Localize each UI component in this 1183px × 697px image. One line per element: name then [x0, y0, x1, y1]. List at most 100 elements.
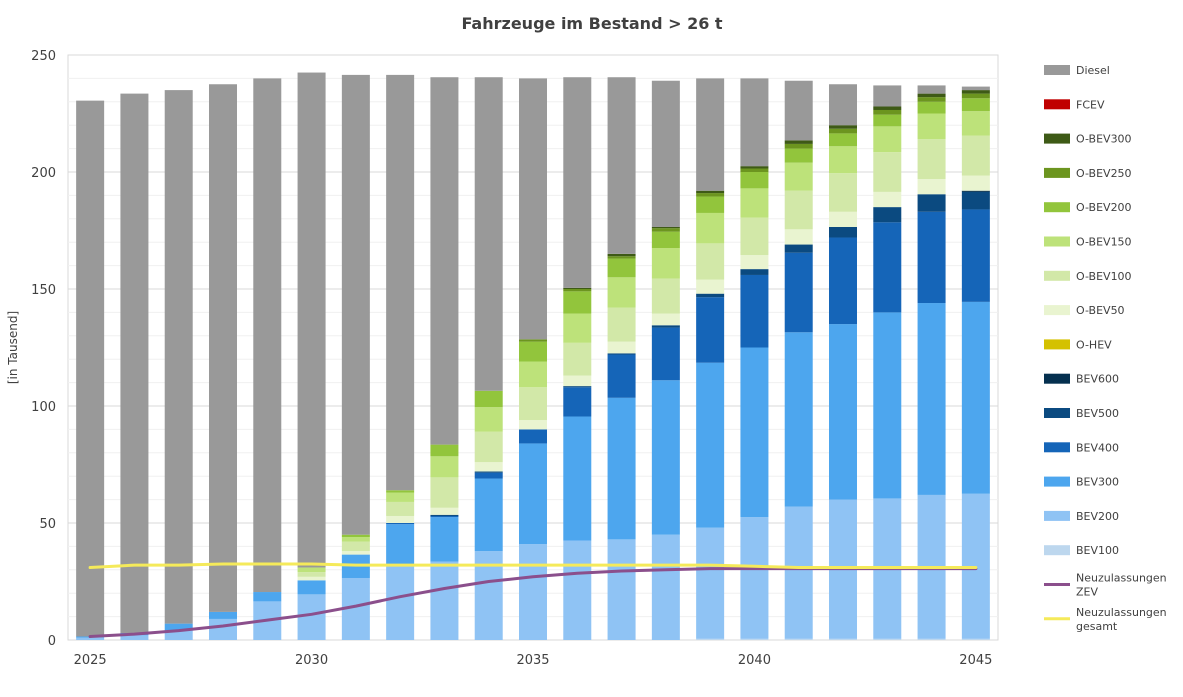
- bar-segment-bev300-2044: [917, 303, 946, 495]
- bar-segment-bev300-2041: [784, 332, 813, 507]
- bar-segment-diesel-2038: [651, 80, 680, 227]
- bar-segment-bev500-2043: [873, 207, 902, 223]
- bar-segment-o-bev300-2041: [784, 140, 813, 144]
- legend-label: O-BEV100: [1076, 270, 1132, 283]
- bar-segment-bev400-2041: [784, 252, 813, 333]
- bar-segment-o-bev150-2041: [784, 162, 813, 191]
- bar-segment-o-bev100-2037: [607, 307, 636, 342]
- legend-label: ZEV: [1076, 586, 1098, 599]
- legend-label: O-HEV: [1076, 338, 1112, 351]
- bar-segment-bev400-2036: [563, 387, 592, 417]
- legend-swatch: [1044, 373, 1070, 384]
- bar-segment-diesel-2044: [917, 85, 946, 94]
- plot-area: 0 50 100 150 200 250 [in Tausend] 2025 2030 2035 2…: [6, 49, 999, 668]
- bar-segment-o-bev100-2042: [829, 173, 857, 212]
- legend-swatch: [1044, 65, 1070, 75]
- bar-segment-bev400-2042: [829, 237, 857, 325]
- bar-segment-o-bev250-2044: [917, 97, 946, 102]
- bar-segment-bev300-2029: [253, 592, 282, 602]
- x-tick-label: 2030: [295, 653, 328, 668]
- bar-segment-o-bev50-2038: [651, 313, 680, 326]
- bar-segment-bev100-2042: [829, 638, 857, 640]
- bar-segment-diesel-2036: [563, 77, 592, 288]
- legend-item-o-hev: O-HEV: [1044, 338, 1112, 351]
- bar-segment-bev200-2026: [120, 635, 149, 640]
- bar-segment-bev100-2044: [917, 638, 946, 640]
- bar-segment-o-bev300-2044: [917, 93, 946, 98]
- legend-label: O-BEV150: [1076, 236, 1132, 249]
- bar-segment-bev500-2034: [474, 471, 503, 473]
- bar-segment-o-bev200-2031: [341, 534, 370, 538]
- bar-segment-o-bev150-2044: [917, 113, 946, 140]
- legend-label: BEV200: [1076, 510, 1119, 523]
- legend-item-o-bev50: O-BEV50: [1044, 304, 1125, 317]
- legend-item-o-bev250: O-BEV250: [1044, 167, 1132, 180]
- bar-segment-o-bev50-2043: [873, 191, 902, 208]
- bar-segment-o-bev250-2035: [519, 339, 547, 342]
- legend-label: O-BEV250: [1076, 167, 1132, 180]
- bar-segment-bev300-2038: [651, 380, 680, 535]
- legend-label: Neuzulassungen: [1076, 606, 1167, 619]
- bar-segment-o-bev200-2036: [563, 291, 592, 314]
- y-tick-label: 150: [31, 283, 56, 298]
- legend-item-bev100: BEV100: [1044, 544, 1119, 557]
- bar-segment-o-bev200-2033: [430, 444, 459, 457]
- bar-segment-o-bev200-2039: [696, 196, 725, 213]
- bar-segment-o-bev300-2042: [829, 125, 857, 129]
- bar-segment-o-bev50-2035: [519, 420, 547, 430]
- bar-segment-o-bev300-2037: [607, 253, 636, 257]
- bar-segment-o-bev250-2043: [873, 109, 902, 115]
- bar-segment-o-bev50-2041: [784, 229, 813, 245]
- bar-segment-bev400-2040: [740, 274, 769, 348]
- bar-segment-bev100-2040: [740, 638, 769, 640]
- legend-item-bev200: BEV200: [1044, 510, 1119, 523]
- legend-item-bev400: BEV400: [1044, 441, 1119, 454]
- bar-segment-diesel-2033: [430, 77, 459, 445]
- bar-segment-o-bev150-2038: [651, 248, 680, 279]
- legend-item-o-bev300: O-BEV300: [1044, 133, 1132, 146]
- bar-segment-o-bev100-2041: [784, 190, 813, 230]
- legend-label: O-BEV50: [1076, 304, 1125, 317]
- bar-segment-o-bev100-2033: [430, 477, 459, 508]
- bar-segment-bev500-2040: [740, 269, 769, 275]
- bar-segment-bev500-2041: [784, 244, 813, 253]
- bar-segment-diesel-2032: [386, 74, 415, 491]
- x-tick-label: 2045: [959, 653, 992, 668]
- bar-segment-o-bev250-2042: [829, 128, 857, 134]
- y-tick-label: 250: [31, 49, 56, 64]
- bar-segment-o-bev200-2045: [961, 98, 990, 112]
- bar-segment-o-bev100-2034: [474, 431, 503, 463]
- bar-segment-bev200-2028: [209, 618, 237, 640]
- bar-segment-o-bev150-2036: [563, 313, 592, 343]
- bar-segment-o-bev150-2043: [873, 126, 902, 153]
- bar-segment-o-bev250-2036: [563, 289, 592, 292]
- bar-segment-o-bev150-2030: [297, 567, 326, 573]
- bar-segment-bev400-2033: [430, 515, 459, 518]
- bar-segment-o-bev250-2040: [740, 168, 769, 172]
- bar-segment-bev200-2036: [563, 540, 592, 640]
- bar-segment-bev300-2036: [563, 416, 592, 541]
- bar-segment-o-bev250-2045: [961, 93, 990, 99]
- legend-label: gesamt: [1076, 620, 1118, 633]
- legend-item-o-bev100: O-BEV100: [1044, 270, 1132, 283]
- bar-segment-bev200-2030: [297, 594, 326, 640]
- bar-segments: [76, 72, 990, 640]
- bar-segment-bev300-2030: [297, 580, 326, 595]
- bar-segment-o-bev200-2035: [519, 341, 547, 362]
- bar-segment-bev300-2027: [164, 623, 193, 631]
- bar-segment-o-bev200-2043: [873, 114, 902, 127]
- legend-swatch: [1044, 133, 1070, 144]
- bar-segment-o-bev100-2040: [740, 217, 769, 256]
- x-tick-label: 2035: [516, 653, 549, 668]
- bar-segment-o-bev50-2045: [961, 175, 990, 191]
- bar-segment-bev300-2039: [696, 362, 725, 528]
- bar-segment-o-bev150-2042: [829, 146, 857, 174]
- bar-segment-o-bev150-2033: [430, 456, 459, 478]
- bar-segment-bev200-2035: [519, 544, 547, 640]
- bar-segment-bev100-2039: [696, 638, 725, 640]
- bar-segment-o-bev150-2035: [519, 361, 547, 388]
- bar-segment-bev500-2037: [607, 353, 636, 355]
- bar-segment-o-bev200-2032: [386, 490, 415, 493]
